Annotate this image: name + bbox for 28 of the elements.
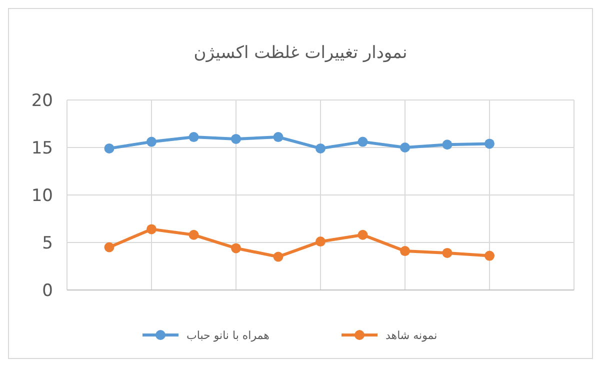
point (442, 248, 452, 258)
point (273, 252, 284, 262)
point (484, 250, 494, 261)
point (146, 136, 156, 147)
point (231, 134, 241, 144)
chart-title: نمودار تغییرات غلظت اکسیژن (194, 43, 408, 63)
point (188, 132, 199, 142)
point (400, 142, 410, 152)
legend-label: نمونه شاهد (386, 328, 438, 342)
point (442, 140, 452, 150)
point (358, 136, 368, 147)
point (188, 230, 199, 240)
point (273, 132, 284, 142)
y-tick-label: 5 (42, 233, 53, 254)
point (231, 243, 241, 254)
y-tick-label: 10 (31, 186, 53, 206)
point (400, 246, 410, 256)
point (316, 236, 326, 247)
y-tick-label: 15 (31, 138, 53, 158)
y-tick-label: 0 (42, 280, 53, 301)
point (484, 138, 494, 149)
point (104, 242, 114, 252)
point (316, 143, 326, 154)
legend-label: همراه با نانو حباب (186, 328, 270, 342)
point (146, 224, 156, 234)
point (104, 143, 114, 154)
y-tick-label: 20 (31, 90, 53, 111)
point (358, 230, 368, 240)
